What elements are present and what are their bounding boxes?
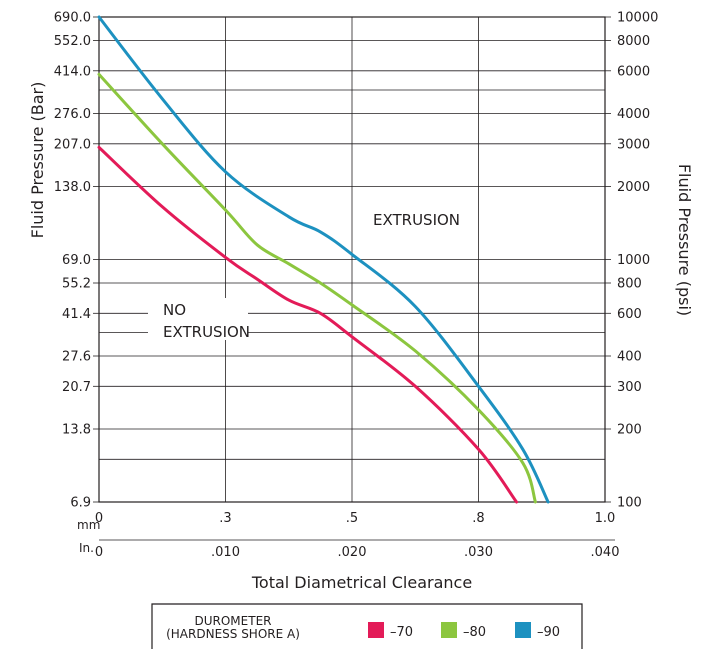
left-tick-label: 13.8 <box>62 423 91 438</box>
x-in-tick-label: 0 <box>95 545 103 560</box>
x-in-tick-label: .010 <box>211 545 240 560</box>
x-in-tick-label: .030 <box>464 545 493 560</box>
x-axes: mm In. 0 .3 .5 .8 1.0 0 .010 .020 .030 .040 <box>77 511 619 560</box>
legend-swatch-3 <box>515 622 531 638</box>
legend-label-1: –70 <box>390 625 413 640</box>
x-in-tick-label: .020 <box>338 545 367 560</box>
legend-label-2: –80 <box>463 625 486 640</box>
legend-swatch-2 <box>441 622 457 638</box>
right-tick-label: 200 <box>617 423 642 438</box>
x-mm-tick-label: .3 <box>219 511 231 526</box>
y-right-axis-label: Fluid Pressure (psi) <box>675 164 694 316</box>
series-line-3 <box>97 15 550 504</box>
right-tick-label: 2000 <box>617 180 650 195</box>
series-line-1 <box>97 145 518 504</box>
left-tick-label: 207.0 <box>54 137 91 152</box>
left-tick-label: 41.4 <box>62 307 91 322</box>
left-tick-label: 20.7 <box>62 380 91 395</box>
right-axis-ticks: 10000 8000 6000 4000 3000 2000 1000 800 600 400 30… <box>605 11 658 511</box>
series-line-2 <box>97 72 537 504</box>
x-mm-tick-label: .8 <box>472 511 484 526</box>
right-tick-label: 800 <box>617 277 642 292</box>
legend-title-line1: DUROMETER <box>195 614 272 628</box>
left-tick-label: 552.0 <box>54 34 91 49</box>
left-tick-label: 6.9 <box>70 496 91 511</box>
no-extrusion-label-line2: EXTRUSION <box>163 323 250 341</box>
left-tick-label: 138.0 <box>54 180 91 195</box>
right-tick-label: 300 <box>617 380 642 395</box>
legend-items: –70 –80 –90 <box>368 622 560 640</box>
left-tick-label: 690.0 <box>54 11 91 26</box>
right-tick-label: 1000 <box>617 253 650 268</box>
x-in-unit-label: In. <box>79 541 94 555</box>
x-mm-unit-label: mm <box>77 518 100 532</box>
extrusion-label: EXTRUSION <box>373 211 460 229</box>
x-mm-tick-label: 1.0 <box>595 511 616 526</box>
legend-label-3: –90 <box>537 625 560 640</box>
right-tick-label: 4000 <box>617 107 650 122</box>
right-tick-label: 8000 <box>617 34 650 49</box>
legend-swatch-1 <box>368 622 384 638</box>
right-tick-label: 600 <box>617 307 642 322</box>
no-extrusion-label-bg <box>148 298 248 340</box>
legend-title-line2: (HARDNESS SHORE A) <box>166 627 300 641</box>
left-tick-label: 55.2 <box>62 277 91 292</box>
y-left-axis-label: Fluid Pressure (Bar) <box>28 82 47 239</box>
right-tick-label: 10000 <box>617 11 658 26</box>
left-tick-label: 414.0 <box>54 64 91 79</box>
right-tick-label: 6000 <box>617 64 650 79</box>
x-mm-tick-label: .5 <box>346 511 358 526</box>
x-axis-label: Total Diametrical Clearance <box>251 573 472 592</box>
legend: DUROMETER (HARDNESS SHORE A) –70 –80 –90 <box>151 603 583 649</box>
series-curves <box>97 15 550 504</box>
legend-frame <box>151 603 583 649</box>
right-tick-label: 3000 <box>617 137 650 152</box>
x-in-tick-label: .040 <box>591 545 620 560</box>
right-tick-label: 100 <box>617 496 642 511</box>
right-tick-label: 400 <box>617 350 642 365</box>
no-extrusion-label-line1: NO <box>163 301 186 319</box>
left-tick-label: 276.0 <box>54 107 91 122</box>
left-tick-label: 27.6 <box>62 350 91 365</box>
left-tick-label: 69.0 <box>62 253 91 268</box>
x-mm-tick-label: 0 <box>95 511 103 526</box>
grid <box>99 17 605 502</box>
left-axis-ticks: 690.0 552.0 414.0 276.0 207.0 138.0 69.0 55.2 41… <box>54 11 99 511</box>
